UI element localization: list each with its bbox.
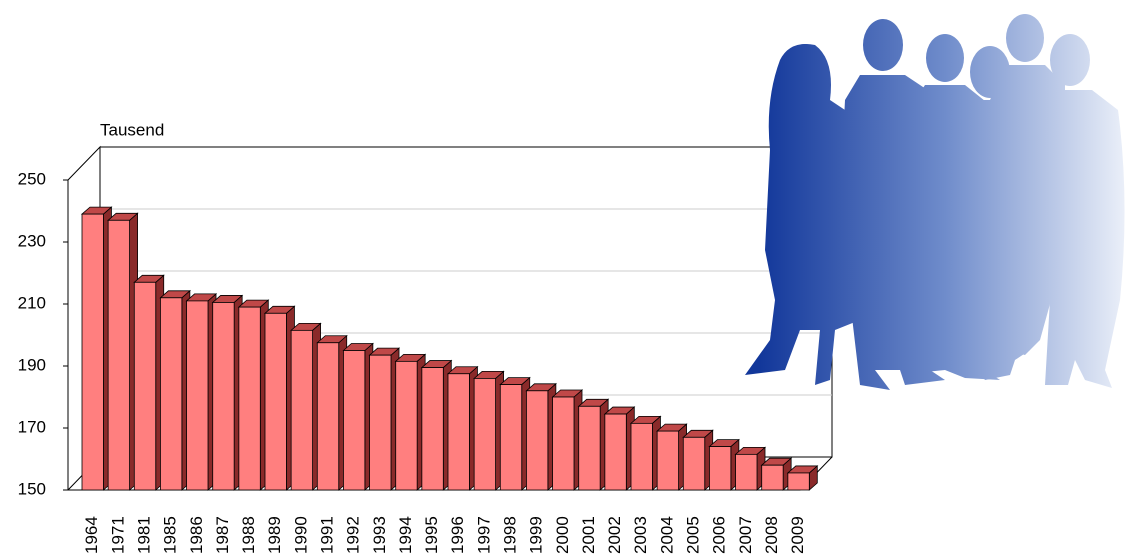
x-tick-label: 1993 xyxy=(370,516,389,554)
bar xyxy=(788,473,809,490)
bar xyxy=(134,282,155,490)
axis-label: Tausend xyxy=(100,120,164,139)
x-tick-label: 1998 xyxy=(500,516,519,554)
bar xyxy=(657,431,678,490)
bar xyxy=(317,343,338,490)
bar xyxy=(239,307,260,490)
bar xyxy=(762,465,783,490)
x-tick-label: 1996 xyxy=(448,516,467,554)
bar xyxy=(474,378,495,490)
x-tick-label: 2000 xyxy=(553,516,572,554)
bar xyxy=(526,391,547,490)
bar xyxy=(736,454,757,490)
y-tick-label: 150 xyxy=(18,479,46,498)
bar xyxy=(683,437,704,490)
bar xyxy=(187,301,208,490)
x-tick-label: 1985 xyxy=(161,516,180,554)
x-tick-label: 2002 xyxy=(605,516,624,554)
x-tick-label: 1995 xyxy=(422,516,441,554)
x-tick-label: 1971 xyxy=(108,516,127,554)
bar xyxy=(291,330,312,490)
x-tick-label: 1987 xyxy=(213,516,232,554)
x-tick-label: 1990 xyxy=(291,516,310,554)
x-tick-label: 2007 xyxy=(736,516,755,554)
bar xyxy=(579,406,600,490)
x-tick-label: 1986 xyxy=(187,516,206,554)
bar xyxy=(553,397,574,490)
bar xyxy=(160,298,181,490)
y-tick-label: 190 xyxy=(18,355,46,374)
x-tick-label: 2009 xyxy=(788,516,807,554)
x-tick-label: 2008 xyxy=(762,516,781,554)
bar xyxy=(605,414,626,490)
bar xyxy=(265,313,286,490)
bar xyxy=(631,423,652,490)
x-tick-label: 1997 xyxy=(474,516,493,554)
x-tick-label: 2001 xyxy=(579,516,598,554)
x-tick-label: 1988 xyxy=(239,516,258,554)
bar xyxy=(500,385,521,490)
y-tick-label: 170 xyxy=(18,417,46,436)
x-tick-label: 1989 xyxy=(265,516,284,554)
people-illustration xyxy=(745,14,1125,390)
bar xyxy=(709,447,730,490)
bar xyxy=(370,355,391,490)
plot-area: 150 170 190 210 230 250 1964 1971 1981 1985 1986 19… xyxy=(18,147,832,554)
x-tick-label: 1964 xyxy=(82,516,101,554)
x-tick-label: 1991 xyxy=(317,516,336,554)
bar xyxy=(82,214,103,490)
y-tick-label: 250 xyxy=(18,169,46,188)
x-tick-label: 1981 xyxy=(134,516,153,554)
x-tick-label: 1994 xyxy=(396,516,415,554)
x-tick-label: 1999 xyxy=(527,516,546,554)
bar xyxy=(213,302,234,490)
y-tick-label: 230 xyxy=(18,231,46,250)
y-tick-label: 210 xyxy=(18,293,46,312)
bar xyxy=(343,351,364,491)
bar xyxy=(108,220,129,490)
x-tick-label: 1992 xyxy=(344,516,363,554)
bar xyxy=(396,361,417,490)
bar xyxy=(422,368,443,490)
x-tick-label: 2005 xyxy=(683,516,702,554)
x-tick-label: 2004 xyxy=(657,516,676,554)
chart: 150 170 190 210 230 250 1964 1971 1981 1985 1986 19… xyxy=(0,0,1130,556)
x-tick-label: 2003 xyxy=(631,516,650,554)
bar xyxy=(448,374,469,490)
x-tick-label: 2006 xyxy=(710,516,729,554)
